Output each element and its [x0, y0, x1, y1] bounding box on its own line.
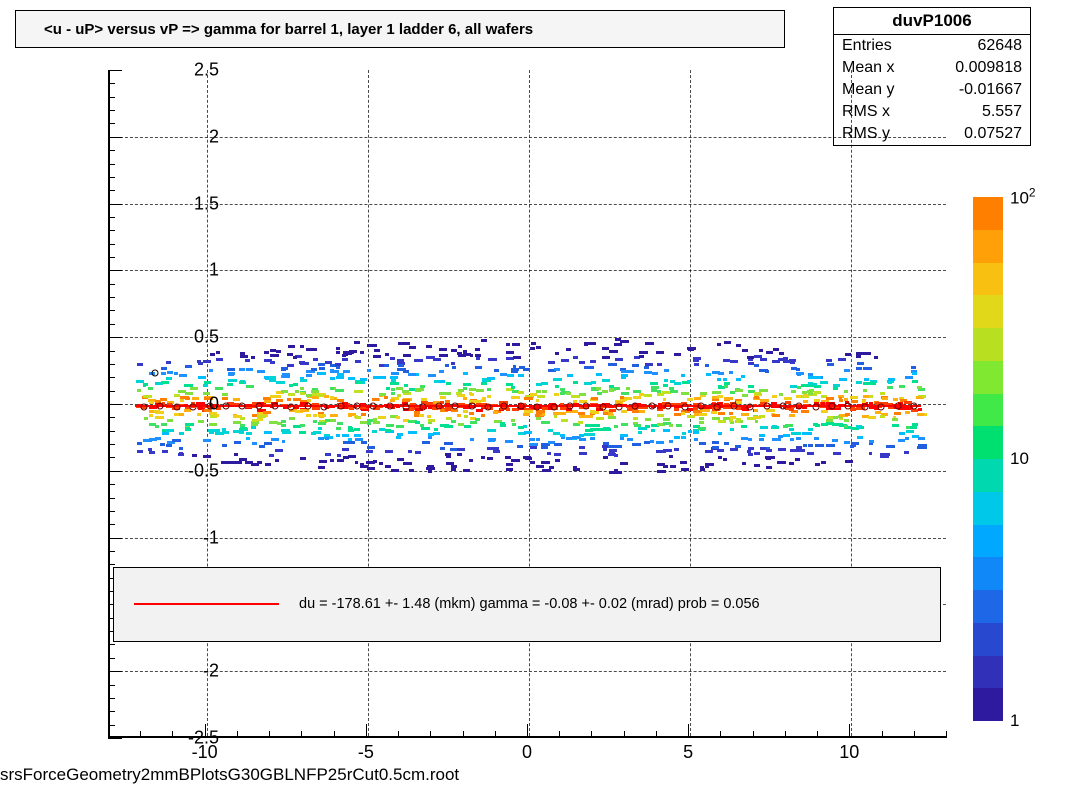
profile-marker: [337, 403, 344, 410]
plot-title: <u - uP> versus vP => gamma for barrel 1…: [44, 21, 533, 38]
legend-line-sample: [134, 603, 279, 605]
x-tick-label: 10: [839, 742, 859, 763]
y-tick-label: -2: [169, 661, 219, 682]
colorbar-tick-label: 102: [1010, 186, 1036, 209]
profile-marker: [272, 403, 279, 410]
profile-marker: [616, 404, 623, 411]
profile-marker: [878, 403, 885, 410]
profile-marker: [665, 402, 672, 409]
x-tick-label: -5: [358, 742, 374, 763]
profile-marker: [796, 403, 803, 410]
profile-marker: [845, 403, 852, 410]
footer-filename: srsForceGeometry2mmBPlotsG30GBLNFP25rCut…: [0, 765, 459, 785]
profile-marker: [452, 403, 459, 410]
profile-marker: [763, 402, 770, 409]
colorbar-tick-label: 10: [1010, 449, 1029, 469]
x-tick-label: 0: [522, 742, 532, 763]
stats-row: Entries62648: [834, 35, 1030, 57]
profile-marker: [681, 403, 688, 410]
profile-marker: [599, 403, 606, 410]
profile-marker: [534, 403, 541, 410]
profile-marker: [583, 402, 590, 409]
profile-marker: [222, 403, 229, 410]
profile-marker: [419, 403, 426, 410]
profile-marker: [779, 403, 786, 410]
profile-marker: [370, 403, 377, 410]
x-tick-label: 5: [683, 742, 693, 763]
profile-marker: [550, 403, 557, 410]
colorbar-tick-label: 1: [1010, 711, 1019, 731]
y-tick-label: 2.5: [169, 60, 219, 81]
profile-marker: [812, 403, 819, 410]
legend-text: du = -178.61 +- 1.48 (mkm) gamma = -0.08…: [299, 596, 760, 612]
profile-marker: [566, 403, 573, 410]
profile-marker: [911, 403, 918, 410]
profile-marker: [157, 403, 164, 410]
y-tick-label: 0: [169, 394, 219, 415]
profile-marker: [861, 403, 868, 410]
fit-line: [135, 405, 921, 407]
y-tick-label: 0.5: [169, 327, 219, 348]
profile-marker: [239, 402, 246, 409]
profile-marker: [485, 404, 492, 411]
outlier-marker: [152, 370, 159, 377]
profile-marker: [386, 403, 393, 410]
profile-marker: [517, 402, 524, 409]
profile-marker: [435, 403, 442, 410]
profile-marker: [698, 403, 705, 410]
y-tick-label: -1: [169, 527, 219, 548]
stats-name: duvP1006: [834, 8, 1030, 35]
profile-marker: [353, 403, 360, 410]
profile-marker: [829, 403, 836, 410]
profile-marker: [255, 403, 262, 410]
profile-marker: [304, 402, 311, 409]
y-tick-label: 2: [169, 126, 219, 147]
profile-marker: [894, 403, 901, 410]
x-tick-label: -10: [192, 742, 218, 763]
plot-title-box: <u - uP> versus vP => gamma for barrel 1…: [15, 10, 785, 48]
profile-marker: [501, 403, 508, 410]
profile-marker: [403, 403, 410, 410]
colorbar: [973, 197, 1003, 721]
profile-marker: [288, 403, 295, 410]
profile-marker: [747, 403, 754, 410]
y-tick-label: 1: [169, 260, 219, 281]
profile-marker: [714, 403, 721, 410]
y-tick-label: 1.5: [169, 193, 219, 214]
profile-marker: [632, 402, 639, 409]
profile-marker: [321, 403, 328, 410]
fit-legend: du = -178.61 +- 1.48 (mkm) gamma = -0.08…: [113, 567, 941, 642]
profile-marker: [648, 403, 655, 410]
profile-marker: [468, 403, 475, 410]
profile-marker: [730, 402, 737, 409]
profile-marker: [140, 403, 147, 410]
y-tick-label: -0.5: [169, 460, 219, 481]
